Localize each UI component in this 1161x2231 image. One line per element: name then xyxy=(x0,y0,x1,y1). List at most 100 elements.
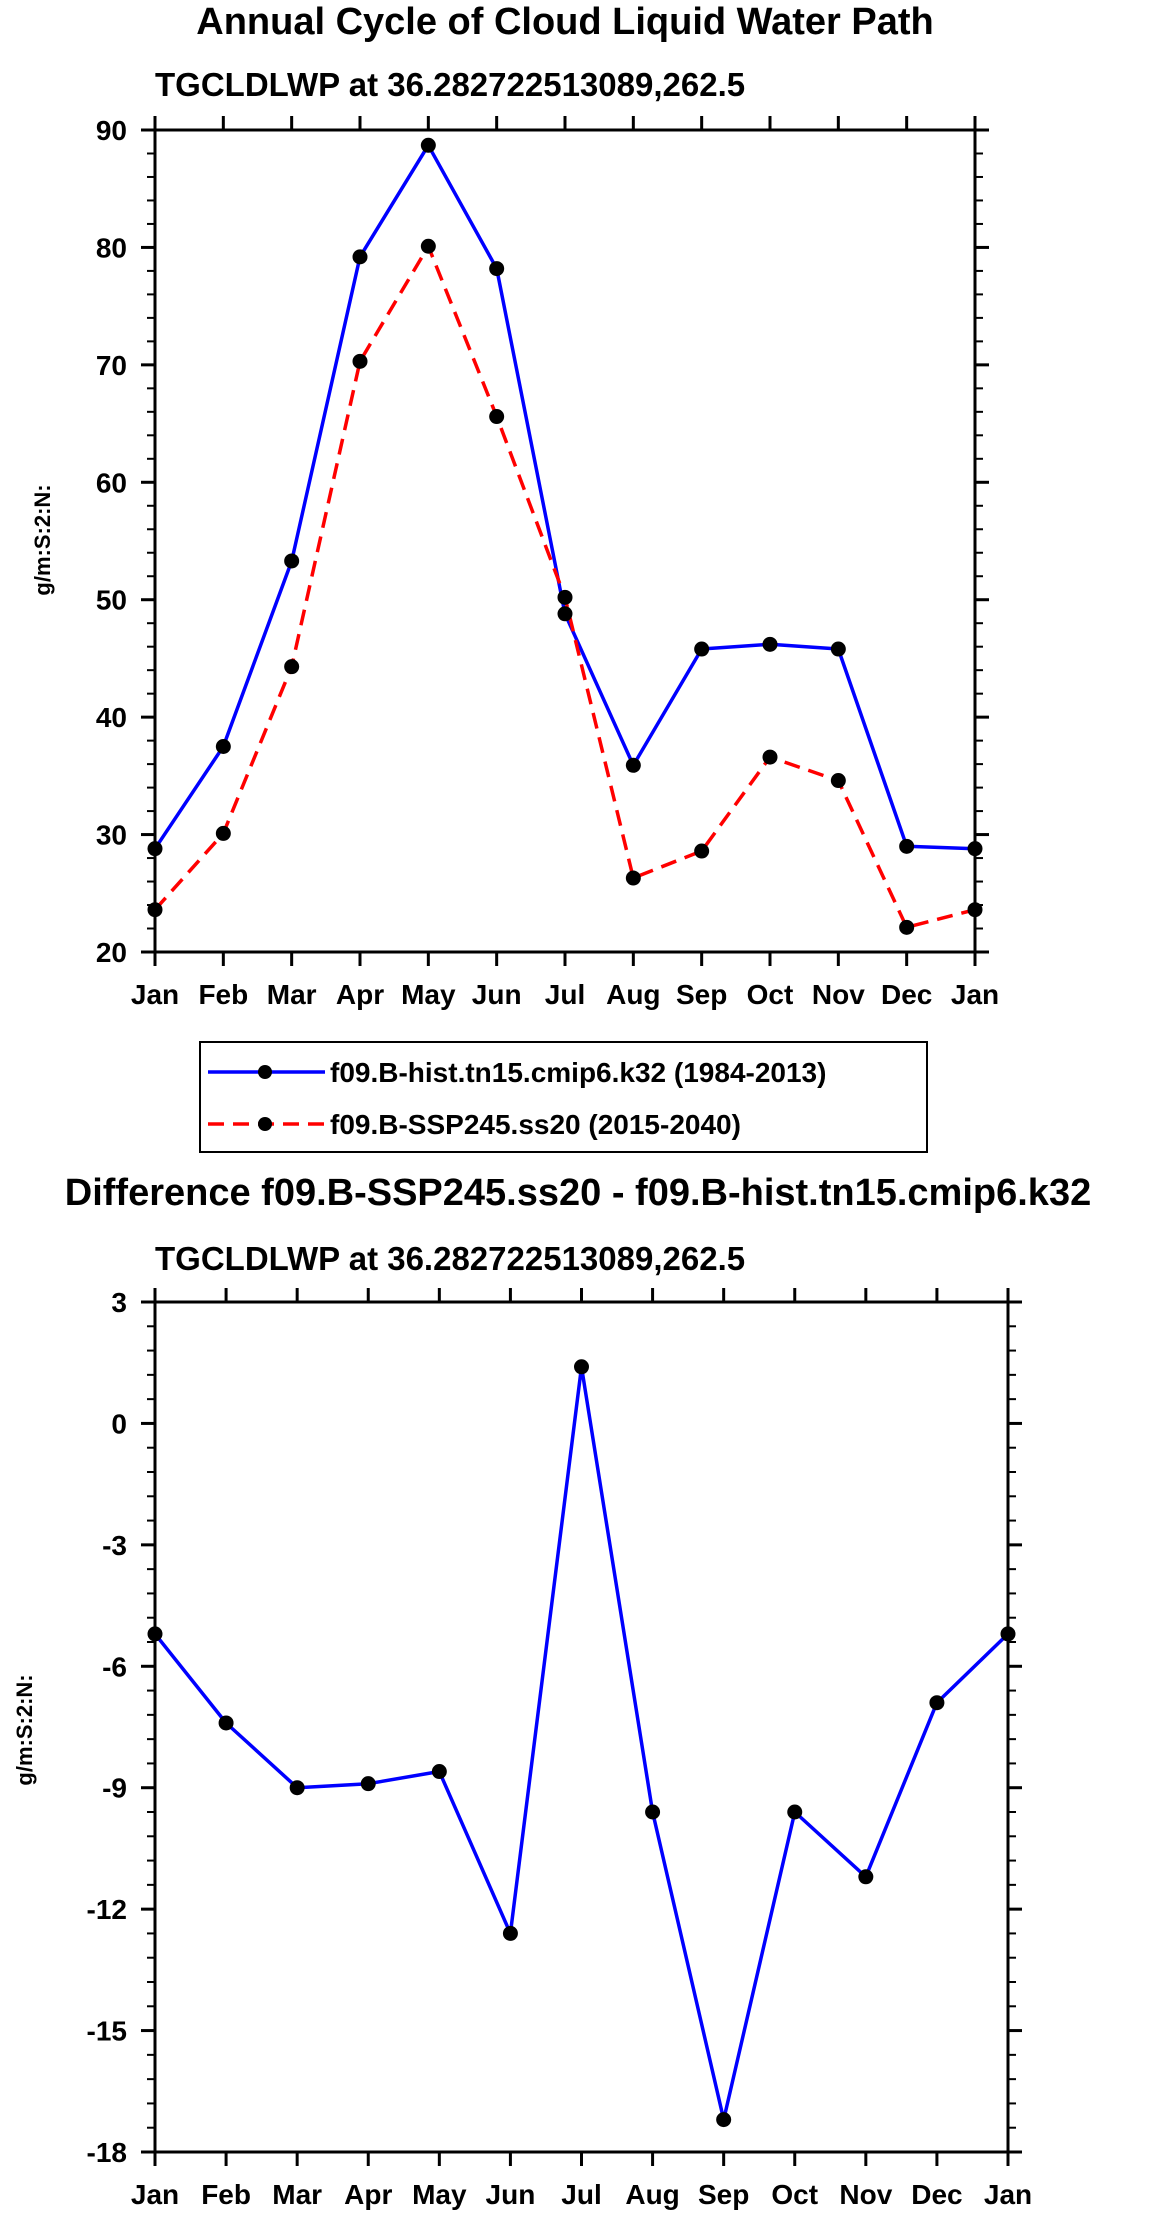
x-tick-label: May xyxy=(412,2179,467,2210)
x-tick-label: Jan xyxy=(951,979,999,1010)
y-tick-label: 90 xyxy=(96,115,127,146)
series-1-point xyxy=(899,838,915,854)
series-1-point xyxy=(762,636,778,652)
y-tick-label: 30 xyxy=(96,820,127,851)
x-tick-label: Sep xyxy=(676,979,727,1010)
y-tick-label: -15 xyxy=(87,2016,127,2047)
series-2-point xyxy=(284,659,300,675)
series-1-point xyxy=(215,739,231,754)
series-1-point xyxy=(967,841,983,857)
series-line-2 xyxy=(153,244,976,930)
series-1-point xyxy=(929,1695,945,1711)
series-1-point xyxy=(360,1776,376,1792)
y-tick-label: -18 xyxy=(87,2137,127,2168)
chart1-minor-ticks xyxy=(147,152,983,930)
y-tick-label: 0 xyxy=(111,1408,127,1439)
legend-hist-label: f09.B-hist.tn15.cmip6.k32 (1984-2013) xyxy=(330,1057,826,1088)
x-tick-label: Mar xyxy=(272,2179,322,2210)
series-1-point xyxy=(147,1626,163,1642)
y-tick-label: -9 xyxy=(102,1773,127,1804)
x-tick-label: Dec xyxy=(881,979,932,1010)
x-tick-label: Nov xyxy=(812,979,865,1010)
y-tick-label: -6 xyxy=(102,1651,127,1682)
series-2-point xyxy=(557,589,573,605)
y-tick-label: 60 xyxy=(96,467,127,498)
series-1-point xyxy=(420,137,436,153)
y-tick-label: 40 xyxy=(96,702,127,733)
series-1-point xyxy=(645,1804,661,1820)
y-tick-label: -3 xyxy=(102,1530,127,1561)
x-tick-label: Jun xyxy=(472,979,522,1010)
series-1-point xyxy=(289,1780,305,1796)
chart1-title: Annual Cycle of Cloud Liquid Water Path xyxy=(196,1,934,43)
series-1-point xyxy=(787,1804,803,1820)
x-tick-label: Feb xyxy=(198,979,248,1010)
series-1-point xyxy=(716,2112,732,2128)
series-1-point xyxy=(557,606,573,622)
chart1-y-axis-label: g/m:S:2:N: xyxy=(30,484,55,595)
series-2-point xyxy=(967,902,983,918)
x-tick-label: Oct xyxy=(771,2179,818,2210)
chart2-x-ticks: Jan Feb Mar Apr May Jun Jul Aug Sep Oct Nov Dec Jan xyxy=(131,1288,1032,2210)
series-2-point xyxy=(352,353,368,369)
x-tick-label: Oct xyxy=(747,979,794,1010)
y-tick-label: 20 xyxy=(96,937,127,968)
series-1-point xyxy=(431,1764,447,1780)
chart2-subtitle: TGCLDLWP at 36.282722513089,262.5 xyxy=(155,1240,745,1277)
series-2-point xyxy=(694,843,710,859)
series-2-point xyxy=(625,870,641,886)
y-tick-label: 80 xyxy=(96,232,127,263)
series-1-point xyxy=(502,1925,518,1941)
series-1-point xyxy=(694,641,710,657)
series-2-point xyxy=(215,825,231,841)
x-tick-label: Sep xyxy=(698,2179,749,2210)
y-tick-label: 70 xyxy=(96,350,127,381)
x-tick-label: Jul xyxy=(561,2179,601,2210)
chart2-title: Difference f09.B-SSP245.ss20 - f09.B-his… xyxy=(65,1172,1091,1214)
series-line-1 xyxy=(153,143,976,851)
chart1-y-ticks: 20 30 40 50 60 70 80 90 xyxy=(96,115,989,968)
series-1-point xyxy=(830,641,846,657)
x-tick-label: Jan xyxy=(131,979,179,1010)
x-tick-label: Jan xyxy=(984,2179,1032,2210)
series-1-point xyxy=(1000,1626,1016,1642)
chart1-subtitle: TGCLDLWP at 36.282722513089,262.5 xyxy=(155,66,745,103)
series-1-point xyxy=(284,553,300,569)
series-2-point xyxy=(899,919,915,935)
legend-hist-marker xyxy=(258,1065,272,1079)
chart1-x-ticks: Jan Feb Mar Apr May Jun Jul Aug Sep Oct Nov Dec Jan xyxy=(131,116,999,1010)
series-1-point xyxy=(147,841,163,857)
x-tick-label: Jan xyxy=(131,2179,179,2210)
x-tick-label: May xyxy=(401,979,456,1010)
x-tick-label: Nov xyxy=(839,2179,892,2210)
series-1-point xyxy=(625,757,641,773)
x-tick-label: Mar xyxy=(267,979,317,1010)
chart2-minor-ticks xyxy=(147,1325,1016,2129)
y-tick-label: -12 xyxy=(87,1894,127,1925)
chart2-series xyxy=(147,1359,1016,2128)
series-2-point xyxy=(762,749,778,765)
series-1-point xyxy=(574,1359,589,1375)
x-tick-label: Dec xyxy=(911,2179,962,2210)
series-2-point xyxy=(420,238,436,254)
legend-ssp-marker xyxy=(258,1117,272,1131)
series-1-point xyxy=(858,1869,874,1885)
y-tick-label: 50 xyxy=(96,585,127,616)
series-line-1 xyxy=(153,1365,1010,2122)
series-2-point xyxy=(489,409,505,425)
x-tick-label: Apr xyxy=(336,979,384,1010)
chart1-plot-area xyxy=(153,128,977,954)
chart1-legend: f09.B-hist.tn15.cmip6.k32 (1984-2013) f0… xyxy=(199,1041,928,1153)
x-tick-label: Apr xyxy=(344,2179,392,2210)
x-tick-label: Feb xyxy=(201,2179,251,2210)
series-1-point xyxy=(352,249,368,265)
chart2-y-ticks: -18 -15 -12 -9 -6 -3 0 3 xyxy=(87,1287,1022,2168)
chart2-plot-area xyxy=(153,1300,1010,2154)
chart2-y-axis-label: g/m:S:2:N: xyxy=(12,1674,37,1785)
x-tick-label: Jun xyxy=(486,2179,536,2210)
series-1-point xyxy=(218,1715,234,1731)
legend-box xyxy=(199,1041,928,1153)
series-1-point xyxy=(489,261,505,277)
x-tick-label: Aug xyxy=(606,979,660,1010)
